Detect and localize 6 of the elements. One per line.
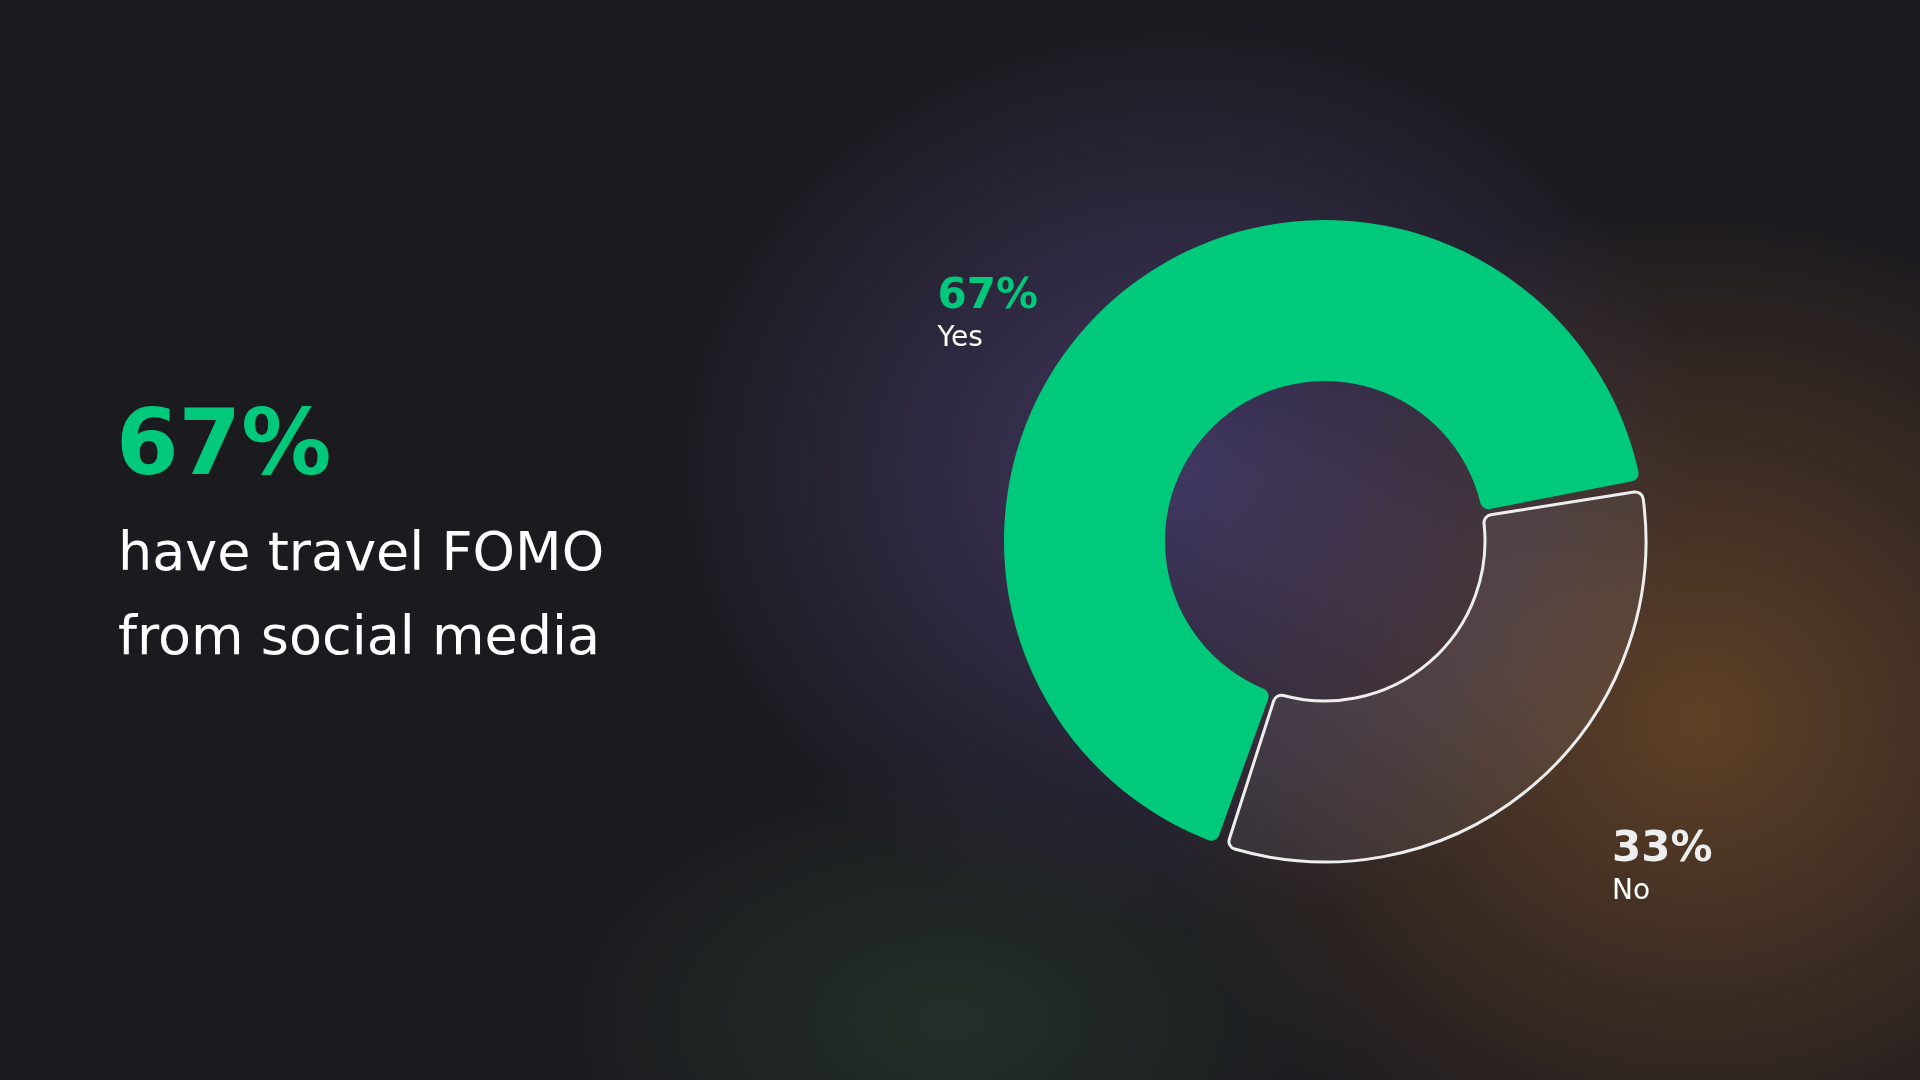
text: 67% bbox=[116, 389, 332, 497]
slice-label: Yes bbox=[936, 320, 983, 354]
data-label: 67% bbox=[937, 269, 1039, 319]
text: have travel FOMO from social media bbox=[118, 519, 606, 669]
data-label: 33% bbox=[1611, 821, 1713, 871]
slice-label: No bbox=[1611, 872, 1651, 906]
